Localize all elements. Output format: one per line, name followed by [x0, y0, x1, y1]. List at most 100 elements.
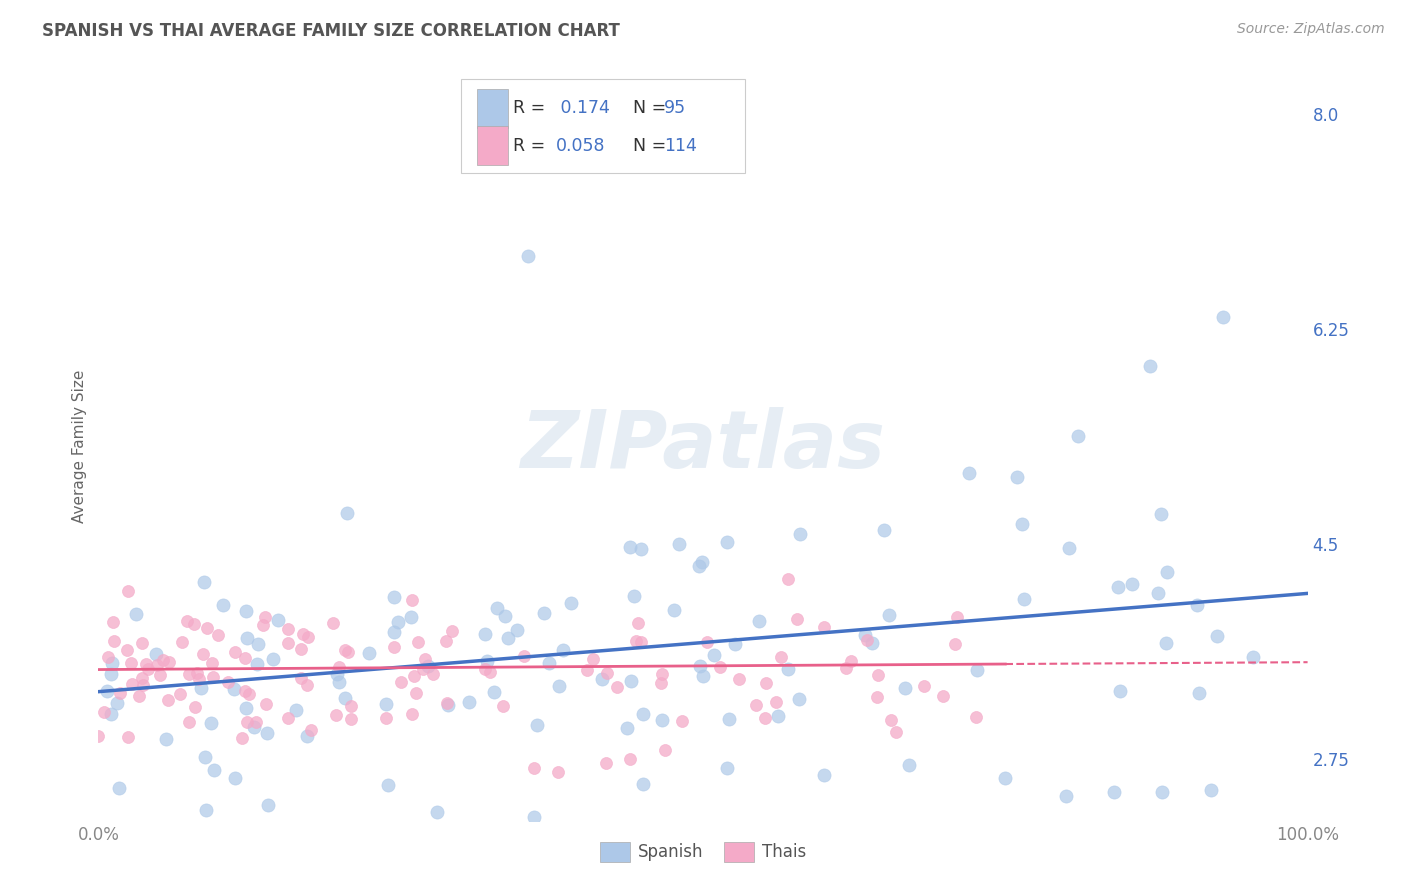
- Point: [326, 667, 349, 681]
- Point: [912, 679, 935, 693]
- Point: [434, 634, 457, 648]
- Point: [1206, 630, 1229, 644]
- Point: [717, 712, 740, 726]
- Point: [177, 714, 200, 729]
- Point: [384, 640, 406, 654]
- Point: [336, 506, 359, 520]
- Point: [120, 656, 142, 670]
- Point: [654, 743, 676, 757]
- Point: [103, 634, 125, 648]
- Point: [266, 613, 288, 627]
- Point: [868, 668, 890, 682]
- Point: [755, 675, 778, 690]
- Point: [1185, 599, 1208, 613]
- Point: [441, 624, 464, 638]
- Point: [692, 669, 714, 683]
- Point: [787, 691, 810, 706]
- Point: [277, 636, 299, 650]
- Point: [877, 607, 900, 622]
- Point: [834, 661, 856, 675]
- Point: [619, 540, 641, 554]
- Point: [620, 673, 643, 688]
- Point: [191, 647, 214, 661]
- Point: [190, 681, 212, 696]
- Point: [132, 677, 155, 691]
- Point: [560, 596, 582, 610]
- Point: [932, 689, 955, 703]
- Point: [194, 750, 217, 764]
- Point: [297, 630, 319, 644]
- Point: [716, 534, 738, 549]
- Point: [1156, 565, 1178, 579]
- Point: [1054, 789, 1077, 803]
- Point: [301, 723, 323, 738]
- Point: [100, 656, 122, 670]
- Point: [696, 635, 718, 649]
- Point: [523, 810, 546, 824]
- Point: [295, 678, 318, 692]
- Point: [474, 662, 496, 676]
- Point: [1199, 783, 1222, 797]
- Point: [855, 633, 877, 648]
- Point: [886, 725, 908, 739]
- Text: 0.058: 0.058: [555, 137, 605, 155]
- Point: [412, 662, 434, 676]
- Point: [176, 615, 198, 629]
- Point: [415, 652, 437, 666]
- Point: [152, 653, 174, 667]
- Point: [523, 761, 546, 775]
- Point: [406, 635, 429, 649]
- Point: [1102, 785, 1125, 799]
- Point: [662, 602, 685, 616]
- Point: [813, 620, 835, 634]
- Point: [1241, 649, 1264, 664]
- Point: [401, 593, 423, 607]
- Point: [630, 542, 652, 557]
- Point: [389, 675, 412, 690]
- Point: [201, 656, 224, 670]
- Y-axis label: Average Family Size: Average Family Size: [72, 369, 87, 523]
- Point: [770, 650, 793, 665]
- Point: [813, 768, 835, 782]
- Text: ZIPatlas: ZIPatlas: [520, 407, 886, 485]
- Point: [156, 692, 179, 706]
- Point: [387, 615, 409, 630]
- Point: [125, 607, 148, 622]
- Point: [246, 657, 269, 672]
- Point: [894, 681, 917, 696]
- Text: 114: 114: [664, 137, 697, 155]
- Point: [748, 614, 770, 628]
- Text: SPANISH VS THAI AVERAGE FAMILY SIZE CORRELATION CHART: SPANISH VS THAI AVERAGE FAMILY SIZE CORR…: [42, 22, 620, 40]
- Point: [256, 726, 278, 740]
- Point: [766, 709, 789, 723]
- Point: [1067, 429, 1090, 443]
- Point: [728, 672, 751, 686]
- Point: [382, 590, 405, 604]
- Point: [238, 687, 260, 701]
- Point: [651, 667, 673, 681]
- Point: [533, 606, 555, 620]
- Point: [207, 628, 229, 642]
- Point: [224, 772, 246, 786]
- Point: [591, 673, 613, 687]
- Point: [482, 685, 505, 699]
- Point: [155, 731, 177, 746]
- Point: [169, 687, 191, 701]
- Point: [291, 627, 314, 641]
- Point: [426, 805, 449, 819]
- Point: [945, 610, 967, 624]
- Point: [744, 698, 766, 712]
- Point: [477, 654, 499, 668]
- Point: [183, 699, 205, 714]
- Point: [179, 667, 201, 681]
- Point: [703, 648, 725, 662]
- Point: [897, 758, 920, 772]
- Point: [277, 711, 299, 725]
- Point: [627, 615, 650, 630]
- Point: [526, 718, 548, 732]
- Point: [575, 663, 598, 677]
- Point: [285, 702, 308, 716]
- Point: [862, 636, 884, 650]
- Point: [494, 609, 516, 624]
- Point: [108, 780, 131, 795]
